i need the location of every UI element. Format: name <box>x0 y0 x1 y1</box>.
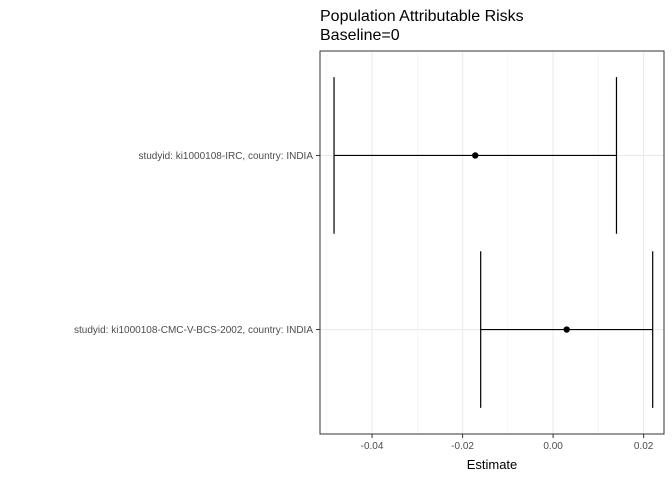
y-tick-label: studyid: ki1000108-CMC-V-BCS-2002, count… <box>74 325 313 336</box>
estimate-point <box>472 152 479 159</box>
plot-panel-border <box>319 50 665 435</box>
error-bars <box>333 77 654 408</box>
x-ticks: -0.04 -0.02 0.00 0.02 <box>361 434 654 452</box>
chart-title: Population Attributable Risks <box>320 8 524 25</box>
x-tick-label: 0.00 <box>543 441 563 452</box>
chart-subtitle: Baseline=0 <box>320 27 400 44</box>
x-tick-label: 0.02 <box>634 441 654 452</box>
points <box>472 152 570 333</box>
grid <box>320 51 664 434</box>
y-tick-label: studyid: ki1000108-IRC, country: INDIA <box>138 151 313 162</box>
estimate-point <box>563 326 570 333</box>
y-tick-labels: studyid: ki1000108-IRC, country: INDIA st… <box>74 151 320 336</box>
x-axis-title: Estimate <box>467 457 518 472</box>
x-tick-label: -0.02 <box>451 441 474 452</box>
x-tick-label: -0.04 <box>361 441 384 452</box>
